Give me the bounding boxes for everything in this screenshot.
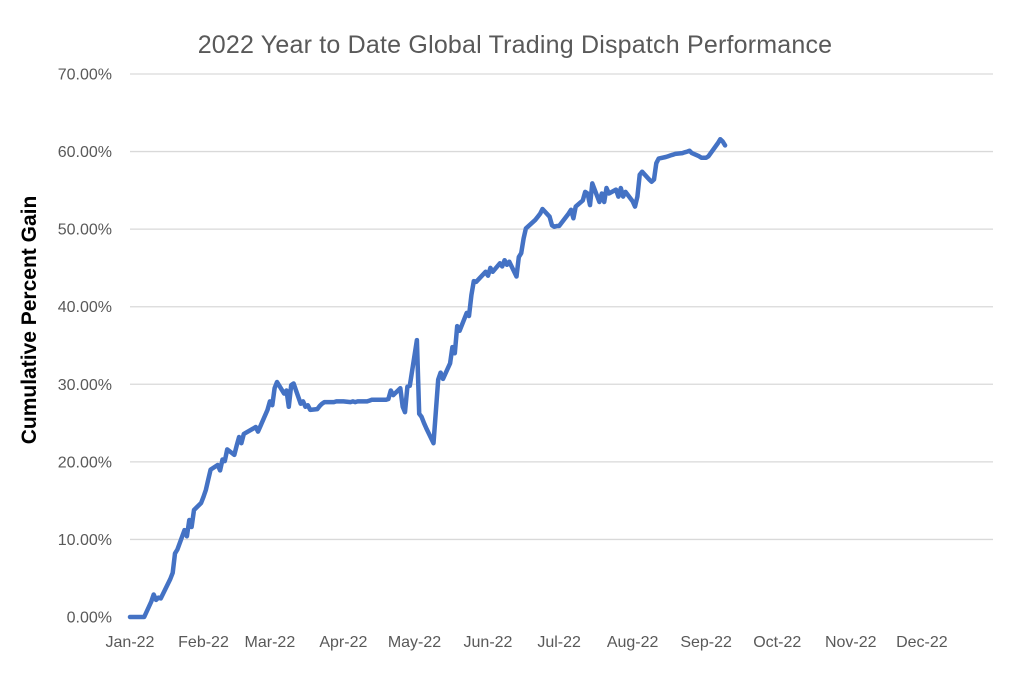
y-tick-label: 40.00% bbox=[58, 299, 112, 316]
x-tick-label: Dec-22 bbox=[896, 634, 948, 651]
performance-line bbox=[127, 136, 728, 620]
y-tick-label: 70.00% bbox=[58, 67, 112, 84]
y-tick-label: 10.00% bbox=[58, 532, 112, 549]
x-tick-label: Aug-22 bbox=[607, 634, 659, 651]
chart-title: 2022 Year to Date Global Trading Dispatc… bbox=[197, 31, 833, 59]
x-tick-label: Nov-22 bbox=[825, 634, 877, 651]
x-tick-label: Sep-22 bbox=[680, 634, 732, 651]
y-tick-label: 30.00% bbox=[58, 377, 112, 394]
x-tick-label: Feb-22 bbox=[178, 634, 229, 651]
x-tick-label: Jul-22 bbox=[537, 634, 581, 651]
y-tick-label: 60.00% bbox=[58, 144, 112, 161]
x-tick-label: Apr-22 bbox=[319, 634, 367, 651]
y-tick-labels: 0.00% 10.00% 20.00% 30.00% 40.00% 50.00% 60.00… bbox=[58, 67, 112, 627]
y-tick-label: 50.00% bbox=[58, 222, 112, 239]
x-tick-label: May-22 bbox=[388, 634, 441, 651]
x-tick-label: Mar-22 bbox=[245, 634, 296, 651]
y-tick-label: 20.00% bbox=[58, 454, 112, 471]
x-tick-labels: Jan-22 Feb-22 Mar-22 Apr-22 May-22 Jun-22 Jul-… bbox=[106, 634, 948, 651]
x-tick-label: Jan-22 bbox=[106, 634, 155, 651]
x-tick-label: Jun-22 bbox=[464, 634, 513, 651]
y-tick-label: 0.00% bbox=[67, 610, 112, 627]
x-tick-label: Oct-22 bbox=[753, 634, 801, 651]
gridlines bbox=[130, 73, 993, 541]
